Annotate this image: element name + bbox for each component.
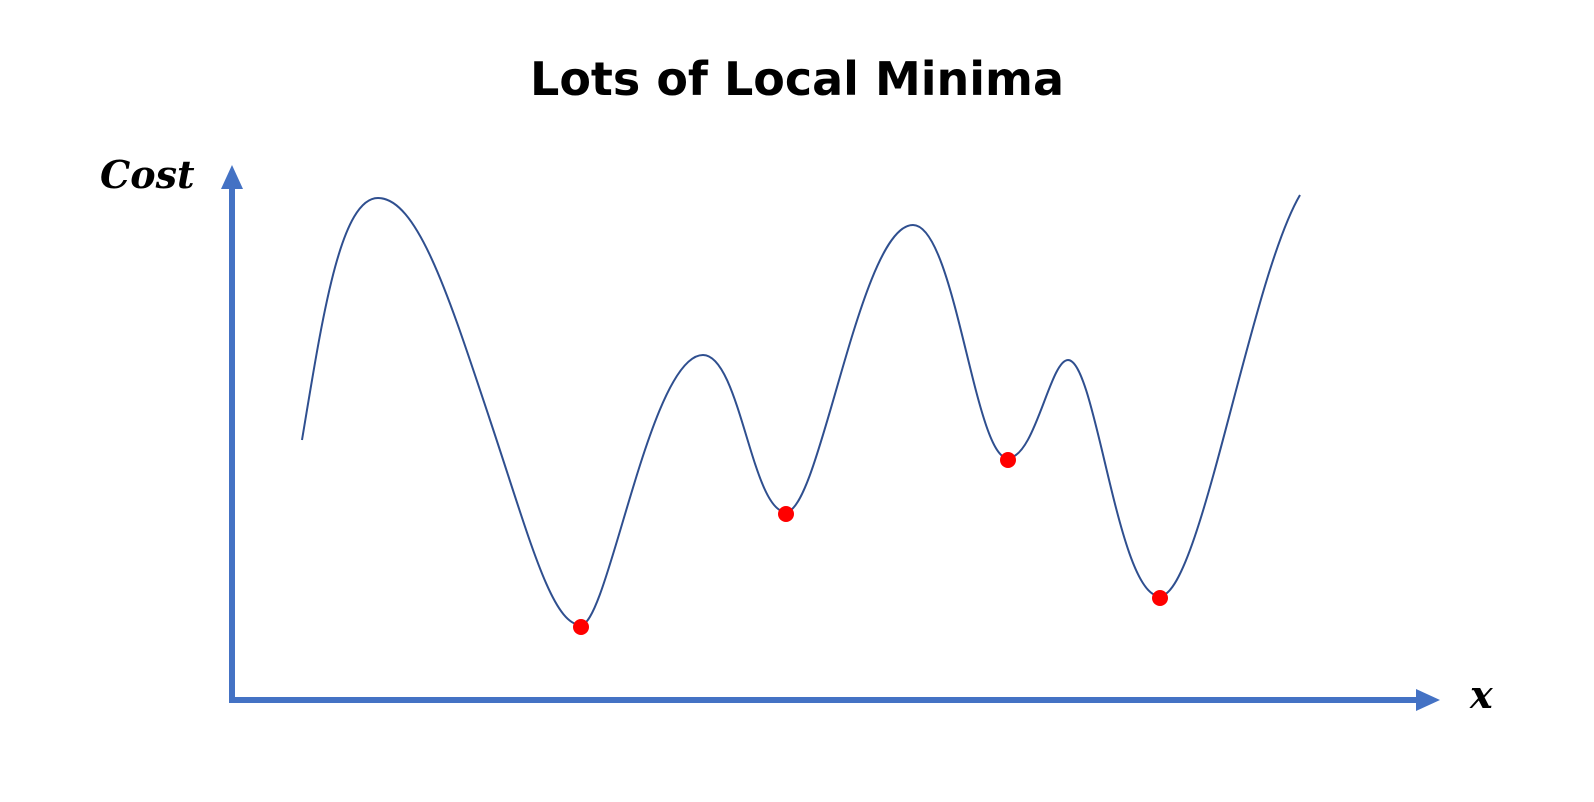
local-minimum-marker xyxy=(1000,452,1016,468)
local-minimum-marker xyxy=(1152,590,1168,606)
y-axis-arrowhead xyxy=(221,165,243,189)
cost-curve xyxy=(301,194,1301,627)
x-axis-arrowhead xyxy=(1416,689,1440,711)
diagram-title: Lots of Local Minima xyxy=(530,52,1064,106)
x-axis-label: x xyxy=(1470,672,1493,717)
local-minimum-marker xyxy=(573,619,589,635)
y-axis-label: Cost xyxy=(100,152,195,197)
local-minimum-marker xyxy=(778,506,794,522)
